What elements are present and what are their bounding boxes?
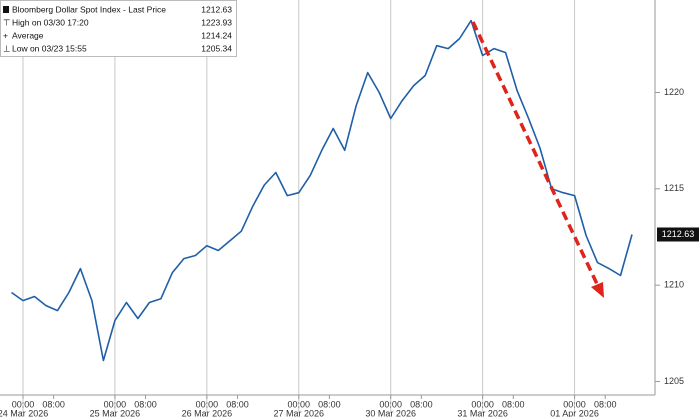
grid [22, 0, 576, 413]
arrow-shaft [471, 21, 600, 287]
price-line [11, 19, 633, 362]
x-group-label: 25 Mar 2026 [90, 408, 141, 417]
legend-value: 1223.93 [201, 17, 232, 27]
x-tick-label: 08:00 [502, 399, 525, 409]
plot-area [0, 0, 655, 395]
x-tick-label: 08:00 [226, 399, 249, 409]
x-tick-label: 00:00 [12, 399, 35, 409]
legend-label: High on 03/30 17:20 [12, 17, 89, 27]
x-tick-label: 00:00 [563, 399, 586, 409]
x-tick-label: 00:00 [379, 399, 402, 409]
x-tick-label: 00:00 [288, 399, 311, 409]
x-group-label: 24 Mar 2026 [0, 408, 48, 417]
y-tick-label: 1220 [664, 87, 684, 97]
x-tick-label: 08:00 [594, 399, 617, 409]
y-tick-label: 1210 [664, 280, 684, 290]
legend-label: Low on 03/23 15:55 [12, 43, 87, 53]
x-group-label: 01 Apr 2026 [550, 408, 599, 417]
y-tick-label: 1215 [664, 183, 684, 193]
lines [11, 19, 633, 362]
x-group-label: 26 Mar 2026 [182, 408, 233, 417]
trend-arrow [471, 21, 604, 298]
x-tick-label: 08:00 [318, 399, 341, 409]
x-group-label: 30 Mar 2026 [365, 408, 416, 417]
legend-label: Bloomberg Dollar Spot Index - Last Price [12, 4, 166, 14]
last-price-tag [657, 227, 699, 242]
legend-value: 1205.34 [201, 43, 232, 53]
last-price-label: 1212.63 [662, 229, 695, 239]
x-tick-label: 00:00 [104, 399, 127, 409]
legend-icon: ⊥ [3, 43, 11, 53]
arrow-head [591, 282, 604, 298]
legend-value: 1212.63 [201, 4, 232, 14]
x-tick-label: 00:00 [471, 399, 494, 409]
legend-label: Average [12, 30, 44, 40]
legend-icon: ⊤ [3, 17, 11, 27]
x-tick-label: 00:00 [196, 399, 219, 409]
legend-icon: + [3, 30, 8, 40]
x-group-label: 27 Mar 2026 [273, 408, 324, 417]
x-tick-label: 08:00 [42, 399, 65, 409]
legend: Bloomberg Dollar Spot Index - Last Price… [0, 0, 237, 57]
legend-box [0, 0, 237, 57]
x-tick-label: 08:00 [410, 399, 433, 409]
legend-swatch [3, 6, 9, 13]
y-tick-label: 1205 [664, 376, 684, 386]
legend-value: 1214.24 [201, 30, 232, 40]
x-tick-label: 08:00 [134, 399, 157, 409]
x-group-label: 31 Mar 2026 [457, 408, 508, 417]
